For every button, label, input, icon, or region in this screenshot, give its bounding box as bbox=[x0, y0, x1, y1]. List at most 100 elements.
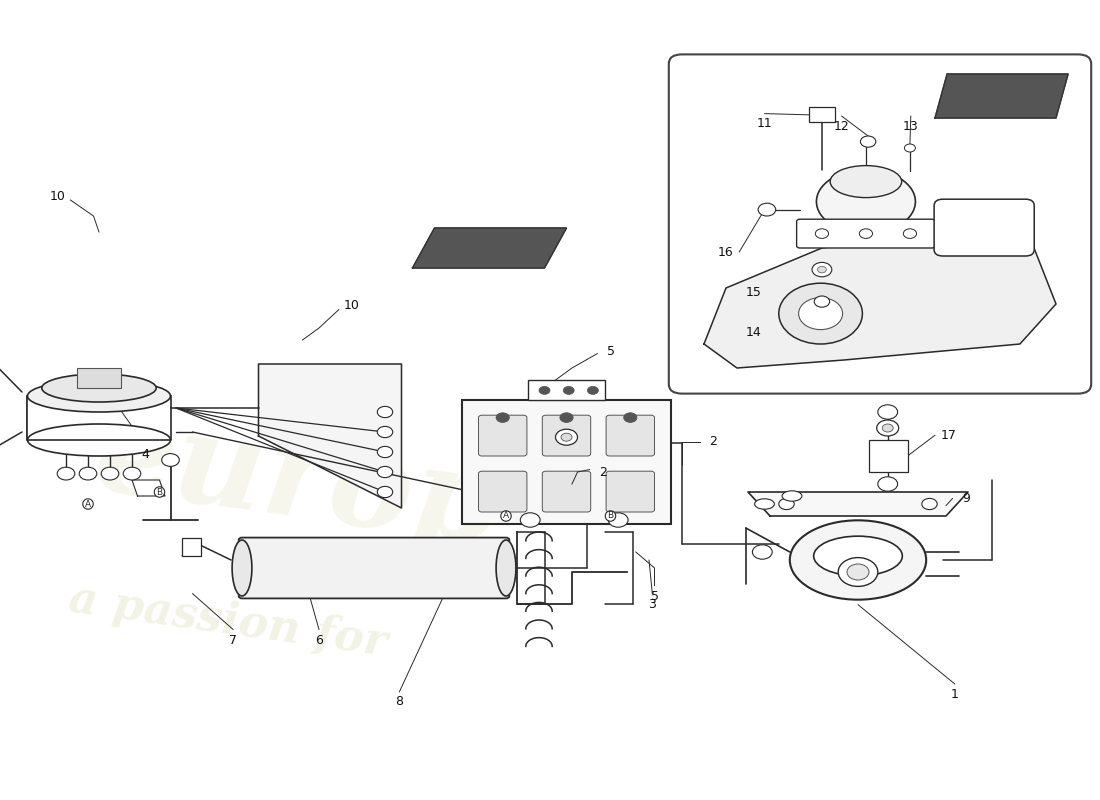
Text: 9: 9 bbox=[961, 492, 970, 505]
Ellipse shape bbox=[830, 166, 902, 198]
Circle shape bbox=[882, 424, 893, 432]
Text: B: B bbox=[156, 487, 163, 497]
Text: a passion for: a passion for bbox=[66, 578, 389, 665]
Circle shape bbox=[377, 406, 393, 418]
Polygon shape bbox=[935, 74, 1068, 118]
Circle shape bbox=[608, 513, 628, 527]
Circle shape bbox=[520, 513, 540, 527]
Text: 6: 6 bbox=[315, 634, 323, 646]
Circle shape bbox=[79, 467, 97, 480]
Text: B: B bbox=[607, 511, 614, 521]
Circle shape bbox=[799, 298, 843, 330]
Bar bbox=[808, 107, 835, 122]
Circle shape bbox=[377, 486, 393, 498]
Circle shape bbox=[123, 467, 141, 480]
Circle shape bbox=[779, 283, 862, 344]
Circle shape bbox=[860, 136, 876, 147]
Circle shape bbox=[859, 229, 872, 238]
Circle shape bbox=[878, 477, 898, 491]
Circle shape bbox=[903, 229, 916, 238]
Text: 14: 14 bbox=[746, 326, 761, 338]
Polygon shape bbox=[132, 480, 165, 496]
Circle shape bbox=[814, 296, 829, 307]
Circle shape bbox=[57, 467, 75, 480]
Circle shape bbox=[922, 498, 937, 510]
Bar bbox=[182, 538, 201, 556]
Text: A: A bbox=[503, 511, 509, 521]
FancyBboxPatch shape bbox=[462, 400, 671, 524]
Text: europ: europ bbox=[88, 394, 508, 570]
Text: 16: 16 bbox=[718, 246, 734, 258]
Circle shape bbox=[539, 386, 550, 394]
Circle shape bbox=[758, 203, 776, 216]
Circle shape bbox=[847, 564, 869, 580]
Text: 1: 1 bbox=[950, 688, 959, 701]
Circle shape bbox=[556, 429, 578, 445]
Circle shape bbox=[624, 413, 637, 422]
Ellipse shape bbox=[755, 499, 774, 510]
Polygon shape bbox=[412, 228, 566, 268]
Text: 8: 8 bbox=[395, 695, 404, 708]
FancyBboxPatch shape bbox=[606, 471, 654, 512]
Text: 13: 13 bbox=[903, 120, 918, 133]
Circle shape bbox=[496, 413, 509, 422]
FancyBboxPatch shape bbox=[934, 199, 1034, 256]
Circle shape bbox=[817, 266, 826, 273]
Circle shape bbox=[101, 467, 119, 480]
Circle shape bbox=[377, 466, 393, 478]
Ellipse shape bbox=[814, 536, 902, 576]
Text: 11: 11 bbox=[757, 118, 772, 130]
Text: 15: 15 bbox=[746, 286, 761, 298]
Polygon shape bbox=[748, 492, 968, 516]
Text: 2: 2 bbox=[708, 435, 717, 448]
Circle shape bbox=[377, 426, 393, 438]
Bar bbox=[77, 368, 121, 388]
Ellipse shape bbox=[816, 170, 915, 234]
Text: 3: 3 bbox=[648, 598, 657, 610]
Circle shape bbox=[377, 446, 393, 458]
Circle shape bbox=[815, 229, 828, 238]
Ellipse shape bbox=[790, 520, 926, 600]
Text: 10: 10 bbox=[344, 299, 360, 312]
FancyBboxPatch shape bbox=[542, 415, 591, 456]
Text: 2: 2 bbox=[598, 466, 607, 478]
Polygon shape bbox=[258, 364, 402, 508]
FancyBboxPatch shape bbox=[606, 415, 654, 456]
Text: 4: 4 bbox=[141, 448, 150, 461]
Text: A: A bbox=[85, 499, 91, 509]
Text: 12: 12 bbox=[834, 120, 849, 133]
Circle shape bbox=[878, 405, 898, 419]
Bar bbox=[869, 440, 907, 472]
Ellipse shape bbox=[496, 540, 516, 596]
Polygon shape bbox=[28, 396, 170, 440]
FancyBboxPatch shape bbox=[669, 54, 1091, 394]
Polygon shape bbox=[704, 232, 1056, 368]
FancyBboxPatch shape bbox=[478, 471, 527, 512]
Ellipse shape bbox=[782, 490, 802, 501]
Circle shape bbox=[904, 144, 915, 152]
FancyBboxPatch shape bbox=[239, 538, 509, 598]
Circle shape bbox=[561, 434, 572, 442]
Text: 10: 10 bbox=[50, 190, 65, 202]
Text: 5: 5 bbox=[606, 346, 615, 358]
Text: 5: 5 bbox=[650, 590, 659, 602]
Ellipse shape bbox=[28, 424, 170, 456]
Text: 7: 7 bbox=[229, 634, 238, 646]
FancyBboxPatch shape bbox=[478, 415, 527, 456]
Circle shape bbox=[563, 386, 574, 394]
Ellipse shape bbox=[28, 380, 170, 412]
Circle shape bbox=[752, 545, 772, 559]
Text: 17: 17 bbox=[940, 429, 956, 442]
Circle shape bbox=[587, 386, 598, 394]
Circle shape bbox=[838, 558, 878, 586]
Circle shape bbox=[560, 413, 573, 422]
FancyBboxPatch shape bbox=[796, 219, 935, 248]
Circle shape bbox=[779, 498, 794, 510]
Ellipse shape bbox=[232, 540, 252, 596]
FancyBboxPatch shape bbox=[542, 471, 591, 512]
Circle shape bbox=[812, 262, 832, 277]
Circle shape bbox=[162, 454, 179, 466]
Ellipse shape bbox=[42, 374, 156, 402]
Circle shape bbox=[877, 420, 899, 436]
Bar bbox=[528, 380, 605, 400]
